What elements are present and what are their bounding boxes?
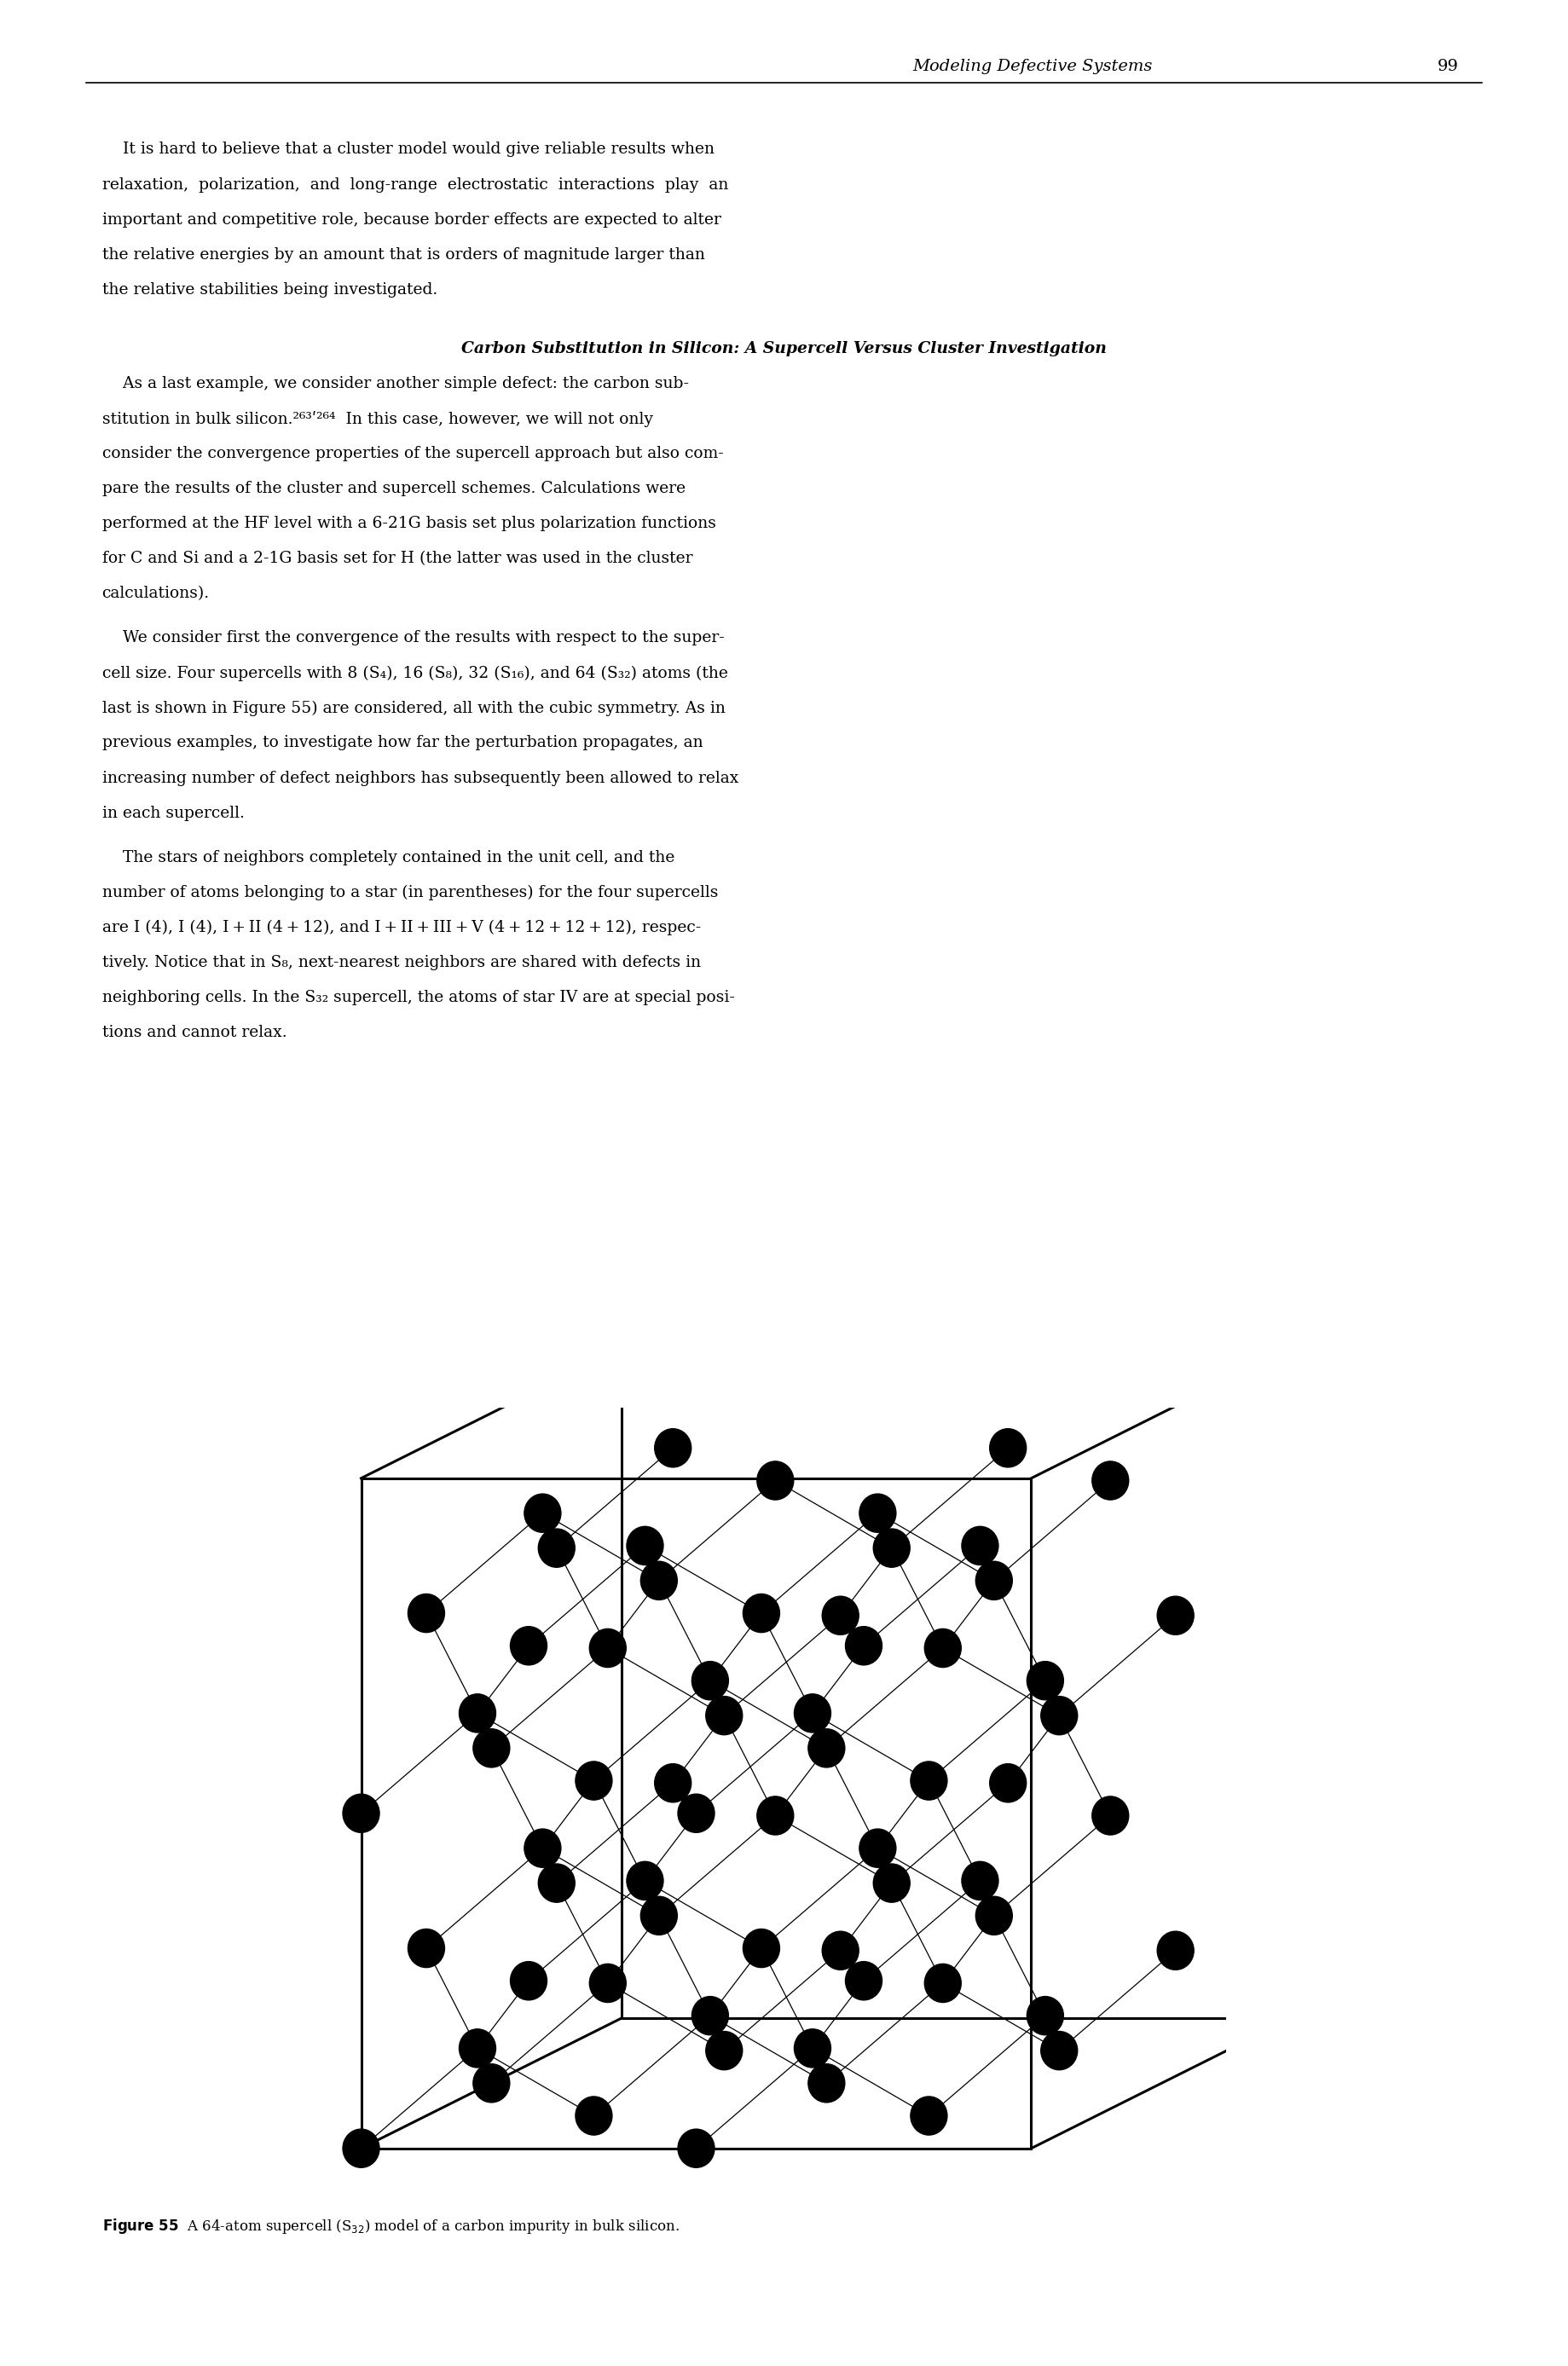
Text: tions and cannot relax.: tions and cannot relax. [102,1024,287,1041]
Ellipse shape [641,1898,677,1935]
Text: Modeling Defective Systems: Modeling Defective Systems [913,59,1152,73]
Ellipse shape [627,1862,663,1900]
Ellipse shape [859,1493,895,1533]
Ellipse shape [961,1526,999,1564]
Ellipse shape [795,2030,831,2068]
Ellipse shape [524,1829,561,1867]
Ellipse shape [459,1694,495,1732]
Ellipse shape [1091,1796,1129,1836]
Ellipse shape [975,1898,1013,1935]
Ellipse shape [1157,1597,1193,1635]
Ellipse shape [538,1864,575,1902]
Ellipse shape [845,1961,883,1999]
Ellipse shape [989,1429,1027,1467]
Ellipse shape [822,1931,859,1971]
Text: important and competitive role, because border effects are expected to alter: important and competitive role, because … [102,213,721,227]
Ellipse shape [654,1763,691,1803]
Ellipse shape [961,1862,999,1900]
Ellipse shape [706,1696,742,1734]
Text: increasing number of defect neighbors has subsequently been allowed to relax: increasing number of defect neighbors ha… [102,771,739,786]
Text: for C and Si and a 2-1G basis set for H (the latter was used in the cluster: for C and Si and a 2-1G basis set for H … [102,551,693,565]
Text: consider the convergence properties of the supercell approach but also com-: consider the convergence properties of t… [102,445,723,461]
Ellipse shape [1091,1462,1129,1500]
Ellipse shape [1041,2032,1077,2070]
Ellipse shape [873,1528,909,1566]
Ellipse shape [757,1796,793,1836]
Ellipse shape [808,2063,845,2103]
Ellipse shape [343,2129,379,2167]
Text: The stars of neighbors completely contained in the unit cell, and the: The stars of neighbors completely contai… [102,849,674,866]
Ellipse shape [925,1628,961,1668]
Ellipse shape [627,1526,663,1564]
Ellipse shape [575,1760,612,1801]
Ellipse shape [743,1928,779,1969]
Ellipse shape [1027,1661,1063,1699]
Ellipse shape [538,1528,575,1566]
Ellipse shape [911,2096,947,2134]
Text: cell size. Four supercells with 8 (S₄), 16 (S₈), 32 (S₁₆), and 64 (S₃₂) atoms (t: cell size. Four supercells with 8 (S₄), … [102,665,728,681]
Text: performed at the HF level with a 6-21G basis set plus polarization functions: performed at the HF level with a 6-21G b… [102,516,715,530]
Text: pare the results of the cluster and supercell schemes. Calculations were: pare the results of the cluster and supe… [102,480,685,497]
Ellipse shape [691,1661,729,1699]
Ellipse shape [408,1928,445,1969]
Text: neighboring cells. In the S₃₂ supercell, the atoms of star IV are at special pos: neighboring cells. In the S₃₂ supercell,… [102,989,734,1006]
Ellipse shape [590,1628,626,1668]
Ellipse shape [757,1462,793,1500]
Text: 99: 99 [1436,59,1458,73]
Text: stitution in bulk silicon.²⁶³ʹ²⁶⁴  In this case, however, we will not only: stitution in bulk silicon.²⁶³ʹ²⁶⁴ In thi… [102,412,652,426]
Ellipse shape [474,2063,510,2103]
Text: Carbon Substitution in Silicon: A Supercell Versus Cluster Investigation: Carbon Substitution in Silicon: A Superc… [461,341,1107,355]
Ellipse shape [975,1562,1013,1599]
Ellipse shape [343,1793,379,1834]
Text: in each supercell.: in each supercell. [102,804,245,821]
Ellipse shape [859,1829,895,1867]
Ellipse shape [1027,1997,1063,2035]
Ellipse shape [590,1964,626,2002]
Ellipse shape [873,1864,909,1902]
Text: $\bf{Figure\ 55}$  A 64-atom supercell (S$_{32}$) model of a carbon impurity in : $\bf{Figure\ 55}$ A 64-atom supercell (S… [102,2217,679,2236]
Text: the relative energies by an amount that is orders of magnitude larger than: the relative energies by an amount that … [102,246,704,263]
Text: number of atoms belonging to a star (in parentheses) for the four supercells: number of atoms belonging to a star (in … [102,885,718,901]
Ellipse shape [845,1625,883,1666]
Ellipse shape [677,1793,715,1834]
Ellipse shape [474,1730,510,1767]
Ellipse shape [510,1961,547,1999]
Ellipse shape [524,1493,561,1533]
Ellipse shape [1157,1931,1193,1971]
Ellipse shape [989,1763,1027,1803]
Text: relaxation,  polarization,  and  long-range  electrostatic  interactions  play  : relaxation, polarization, and long-range… [102,177,728,192]
Ellipse shape [677,2129,715,2167]
Ellipse shape [408,1595,445,1633]
Ellipse shape [459,2030,495,2068]
Text: It is hard to believe that a cluster model would give reliable results when: It is hard to believe that a cluster mod… [102,142,713,156]
Ellipse shape [822,1597,859,1635]
Ellipse shape [911,1760,947,1801]
Ellipse shape [1041,1696,1077,1734]
Text: are I (4), I (4), I + II (4 + 12), and I + II + III + V (4 + 12 + 12 + 12), resp: are I (4), I (4), I + II (4 + 12), and I… [102,920,701,935]
Ellipse shape [641,1562,677,1599]
Text: previous examples, to investigate how far the perturbation propagates, an: previous examples, to investigate how fa… [102,736,702,750]
Text: last is shown in Figure 55) are considered, all with the cubic symmetry. As in: last is shown in Figure 55) are consider… [102,700,724,717]
Text: We consider first the convergence of the results with respect to the super-: We consider first the convergence of the… [102,629,724,646]
Text: the relative stabilities being investigated.: the relative stabilities being investiga… [102,282,437,298]
Ellipse shape [691,1997,729,2035]
Ellipse shape [743,1595,779,1633]
Ellipse shape [575,2096,612,2134]
Text: As a last example, we consider another simple defect: the carbon sub-: As a last example, we consider another s… [102,376,688,390]
Text: calculations).: calculations). [102,587,210,601]
Text: tively. Notice that in S₈, next-nearest neighbors are shared with defects in: tively. Notice that in S₈, next-nearest … [102,956,701,970]
Ellipse shape [925,1964,961,2002]
Ellipse shape [706,2032,742,2070]
Ellipse shape [654,1429,691,1467]
Ellipse shape [808,1730,845,1767]
Ellipse shape [510,1625,547,1666]
Ellipse shape [795,1694,831,1732]
